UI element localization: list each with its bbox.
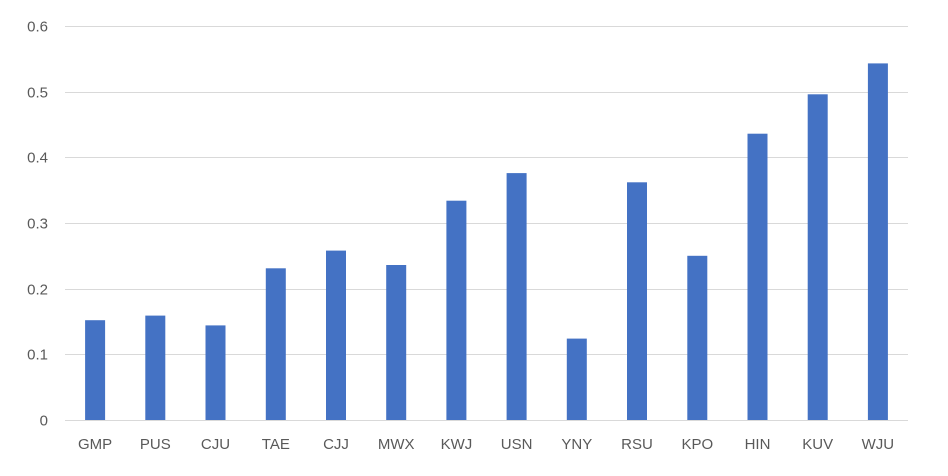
x-tick-label-kpo: KPO [681,436,713,453]
bar-yny [566,338,587,420]
bar-kwj [446,200,467,420]
x-tick-label-rsu: RSU [621,436,653,453]
bar-gmp [85,320,106,420]
bar-kpo [687,255,708,420]
bar-cjj [326,250,346,420]
x-tick-label-mwx: MWX [378,436,415,453]
bars [85,63,888,421]
bar-tae [265,268,286,420]
bar-hin [747,133,768,420]
x-tick-label-pus: PUS [140,436,171,453]
bar-pus [145,315,166,420]
y-tick-label: 0.4 [27,150,48,167]
bar-rsu [627,182,647,420]
y-tick-label: 0.1 [27,347,48,364]
bar-wju [867,63,888,421]
gridlines [65,26,908,421]
bar-mwx [386,265,407,420]
x-tick-label-cjj: CJJ [323,436,349,453]
bar-kuv [807,94,828,421]
x-axis-tick-labels: GMP PUS CJU TAE CJJ MWX KWJ USN YNY RSU KPO HIN KUV W… [78,436,894,453]
bar-usn [506,173,527,420]
x-tick-label-kuv: KUV [802,436,833,453]
y-tick-label: 0 [40,413,48,430]
x-tick-label-cju: CJU [201,436,230,453]
x-tick-label-yny: YNY [561,436,592,453]
bar-cju [205,325,226,420]
x-tick-label-kwj: KWJ [441,436,473,453]
y-tick-label: 0.3 [27,216,48,233]
y-axis-tick-labels: 0 0.1 0.2 0.3 0.4 0.5 0.6 [27,19,48,430]
x-tick-label-tae: TAE [262,436,290,453]
y-tick-label: 0.6 [27,19,48,36]
y-tick-label: 0.5 [27,85,48,102]
x-tick-label-gmp: GMP [78,436,112,453]
y-tick-label: 0.2 [27,282,48,299]
x-tick-label-wju: WJU [862,436,895,453]
x-tick-label-hin: HIN [745,436,771,453]
x-tick-label-usn: USN [501,436,533,453]
